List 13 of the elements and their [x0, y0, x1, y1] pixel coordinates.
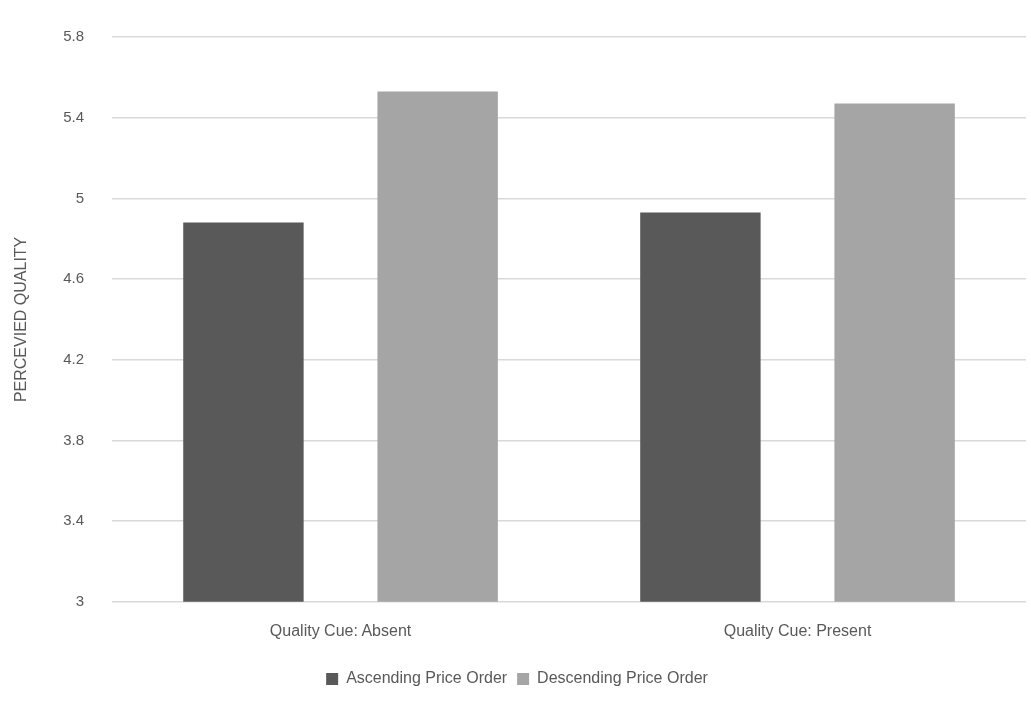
legend-label: Descending Price Order: [537, 669, 709, 687]
y-axis-title: PERCEVIED QUALITY: [12, 236, 30, 403]
legend-label: Ascending Price Order: [346, 669, 508, 687]
y-tick-label: 4.6: [63, 269, 85, 287]
x-tick-label: Quality Cue: Absent: [269, 621, 412, 639]
y-tick-label: 4.2: [63, 349, 85, 367]
y-tick-label: 5.8: [63, 27, 85, 45]
y-tick-label: 3: [75, 591, 85, 609]
y-tick-label: 5: [75, 188, 85, 206]
y-tick-label: 5.4: [63, 107, 85, 125]
x-tick-label: Quality Cue: Present: [723, 621, 872, 639]
y-tick-label: 3.4: [63, 511, 85, 529]
y-tick-label: 3.8: [63, 430, 85, 448]
